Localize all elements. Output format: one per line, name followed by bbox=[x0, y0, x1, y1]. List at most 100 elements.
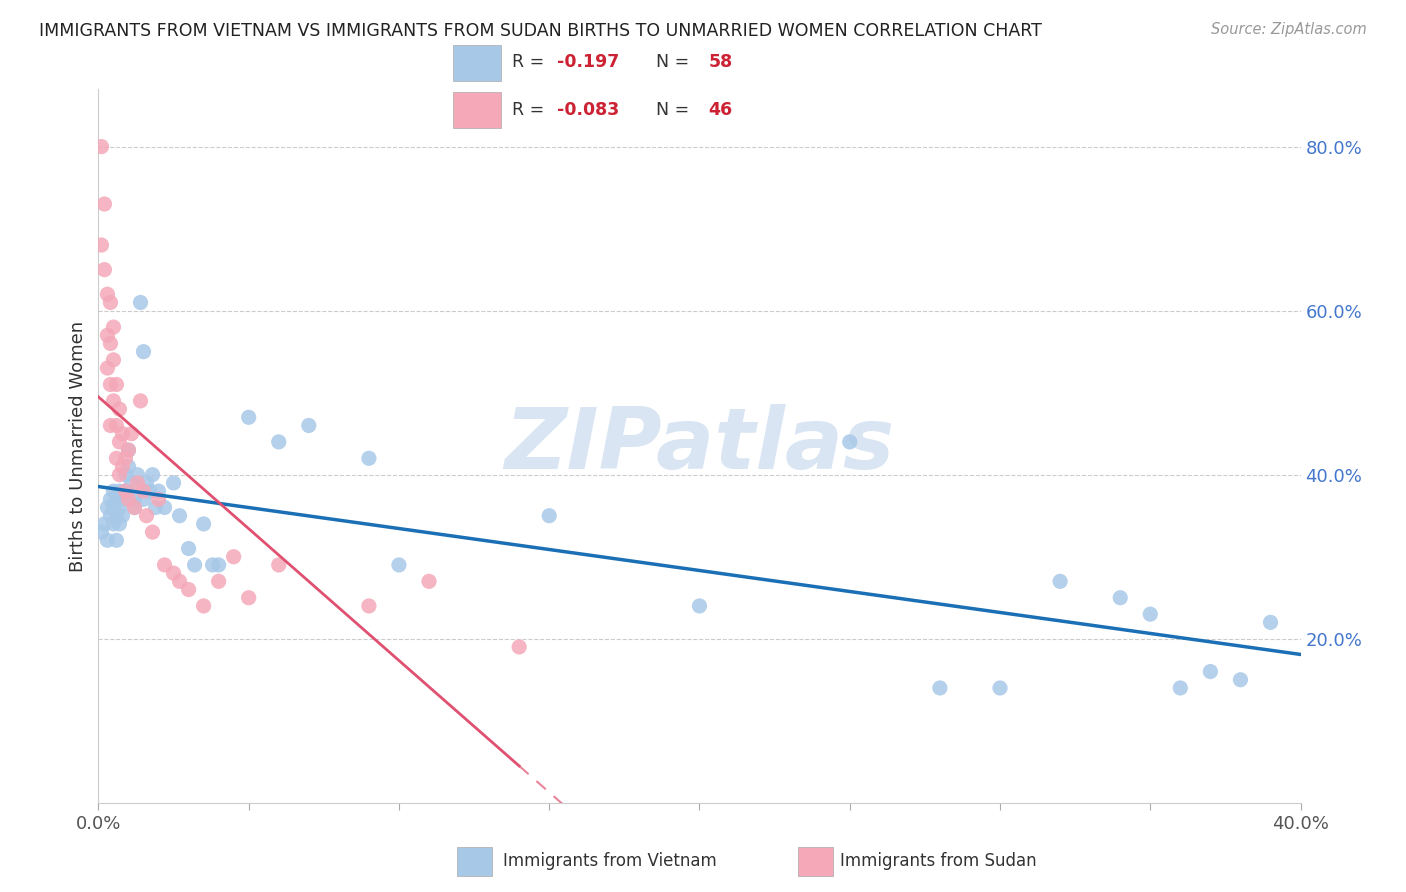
Point bbox=[108, 467, 131, 482]
Point bbox=[114, 467, 136, 482]
Point bbox=[103, 516, 125, 531]
Point bbox=[103, 352, 125, 367]
Point bbox=[298, 418, 321, 433]
Point bbox=[96, 328, 118, 343]
Text: IMMIGRANTS FROM VIETNAM VS IMMIGRANTS FROM SUDAN BIRTHS TO UNMARRIED WOMEN CORRE: IMMIGRANTS FROM VIETNAM VS IMMIGRANTS FR… bbox=[39, 22, 1042, 40]
Point bbox=[153, 558, 176, 572]
Point bbox=[127, 475, 149, 490]
Point bbox=[208, 558, 231, 572]
Point bbox=[108, 516, 131, 531]
Point bbox=[93, 197, 115, 211]
Point bbox=[193, 516, 215, 531]
Point bbox=[124, 492, 146, 507]
Point bbox=[177, 541, 200, 556]
Point bbox=[1170, 681, 1192, 695]
Point bbox=[114, 484, 136, 499]
Point bbox=[388, 558, 411, 572]
Point bbox=[121, 426, 143, 441]
Text: -0.197: -0.197 bbox=[557, 54, 619, 71]
Point bbox=[508, 640, 530, 654]
Point bbox=[132, 484, 155, 499]
Point bbox=[100, 418, 122, 433]
Point bbox=[90, 139, 112, 153]
Text: R =: R = bbox=[512, 54, 550, 71]
Point bbox=[267, 434, 290, 449]
FancyBboxPatch shape bbox=[453, 45, 502, 81]
Point bbox=[90, 238, 112, 252]
Point bbox=[132, 344, 155, 359]
Point bbox=[90, 525, 112, 540]
Point bbox=[135, 475, 157, 490]
Text: -0.083: -0.083 bbox=[557, 101, 619, 119]
Point bbox=[153, 500, 176, 515]
Point bbox=[111, 426, 134, 441]
Point bbox=[96, 533, 118, 548]
Bar bbox=[457, 847, 492, 876]
Point bbox=[357, 451, 380, 466]
Point bbox=[105, 508, 128, 523]
Point bbox=[100, 492, 122, 507]
Point bbox=[138, 484, 160, 499]
Point bbox=[135, 508, 157, 523]
Point bbox=[929, 681, 952, 695]
Point bbox=[100, 508, 122, 523]
Point bbox=[111, 459, 134, 474]
Point bbox=[93, 262, 115, 277]
Point bbox=[201, 558, 224, 572]
Point bbox=[108, 434, 131, 449]
Point bbox=[238, 410, 260, 425]
Point bbox=[689, 599, 711, 613]
Point bbox=[103, 484, 125, 499]
Point bbox=[1049, 574, 1071, 589]
Point bbox=[108, 402, 131, 417]
Text: N =: N = bbox=[657, 101, 695, 119]
Point bbox=[93, 516, 115, 531]
Point bbox=[103, 320, 125, 334]
Point bbox=[100, 295, 122, 310]
Point bbox=[538, 508, 561, 523]
Y-axis label: Births to Unmarried Women: Births to Unmarried Women bbox=[69, 320, 87, 572]
Point bbox=[117, 443, 139, 458]
Point bbox=[238, 591, 260, 605]
Point bbox=[418, 574, 440, 589]
Point bbox=[103, 500, 125, 515]
Point bbox=[193, 599, 215, 613]
Point bbox=[114, 451, 136, 466]
Point bbox=[96, 287, 118, 301]
Point bbox=[357, 599, 380, 613]
Point bbox=[145, 500, 167, 515]
FancyBboxPatch shape bbox=[453, 92, 502, 128]
Point bbox=[162, 475, 184, 490]
Point bbox=[124, 500, 146, 515]
Point bbox=[111, 508, 134, 523]
Point bbox=[103, 393, 125, 408]
Text: Source: ZipAtlas.com: Source: ZipAtlas.com bbox=[1211, 22, 1367, 37]
Point bbox=[267, 558, 290, 572]
Text: 46: 46 bbox=[709, 101, 733, 119]
Text: Immigrants from Vietnam: Immigrants from Vietnam bbox=[503, 852, 717, 870]
Text: N =: N = bbox=[657, 54, 695, 71]
Point bbox=[117, 492, 139, 507]
Point bbox=[1199, 665, 1222, 679]
Point bbox=[148, 484, 170, 499]
Point bbox=[105, 377, 128, 392]
Point bbox=[141, 525, 163, 540]
Point bbox=[129, 295, 152, 310]
Point bbox=[132, 492, 155, 507]
Point bbox=[988, 681, 1011, 695]
Point bbox=[124, 500, 146, 515]
Point bbox=[100, 336, 122, 351]
Point bbox=[105, 492, 128, 507]
Point bbox=[105, 418, 128, 433]
Text: Immigrants from Sudan: Immigrants from Sudan bbox=[841, 852, 1036, 870]
Point bbox=[121, 475, 143, 490]
Text: 58: 58 bbox=[709, 54, 733, 71]
Point bbox=[129, 393, 152, 408]
Point bbox=[100, 377, 122, 392]
Text: ZIPatlas: ZIPatlas bbox=[505, 404, 894, 488]
Point bbox=[1229, 673, 1251, 687]
Point bbox=[169, 574, 191, 589]
Point bbox=[117, 459, 139, 474]
Point bbox=[127, 467, 149, 482]
Point bbox=[183, 558, 205, 572]
